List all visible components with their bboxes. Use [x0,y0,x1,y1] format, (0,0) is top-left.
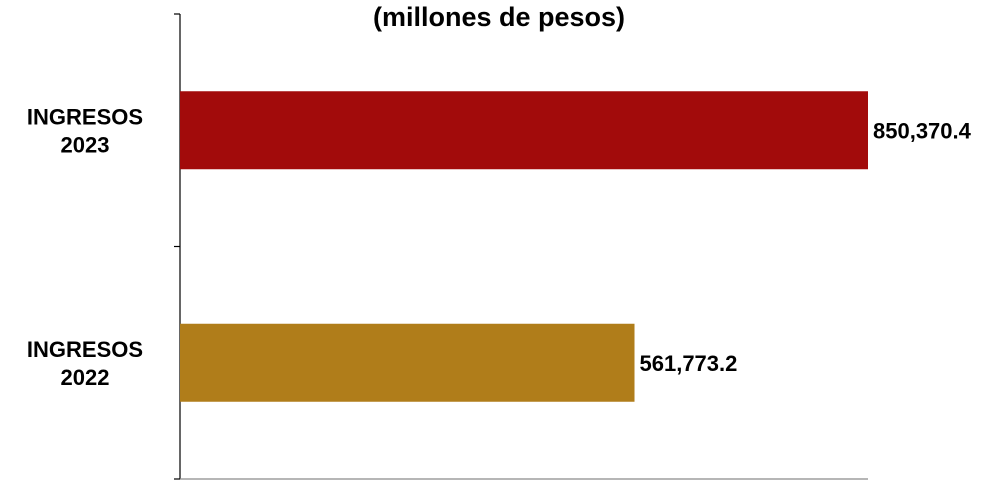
axis-layer [174,13,868,480]
bar [180,323,635,402]
chart-title: (millones de pesos) [372,2,626,32]
data-label: 850,370.4 [873,118,972,143]
data-label: 561,773.2 [640,351,738,376]
bars-layer [180,91,868,402]
bar [180,91,868,170]
labels-layer: INGRESOS 2023 850,370.4 INGRESOS 2022 561,773… [27,104,972,390]
category-label: INGRESOS 2023 [27,104,143,157]
category-label: INGRESOS 2022 [27,337,143,390]
